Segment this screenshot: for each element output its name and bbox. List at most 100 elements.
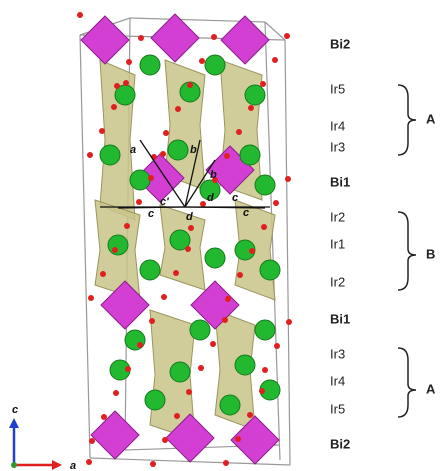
vector-label: a bbox=[130, 144, 136, 156]
layer-label: Bi1 bbox=[330, 174, 350, 189]
bi-atom bbox=[140, 260, 160, 280]
group-label: A bbox=[426, 381, 436, 396]
o-atom bbox=[259, 388, 265, 394]
bi-atom bbox=[260, 260, 280, 280]
o-atom bbox=[136, 199, 142, 205]
bi-octahedron bbox=[221, 16, 269, 64]
o-atom bbox=[162, 437, 168, 443]
vector-label: b bbox=[210, 169, 217, 181]
o-atom bbox=[175, 106, 181, 112]
cell-edge bbox=[285, 40, 290, 465]
layer-label: Ir3 bbox=[330, 139, 345, 154]
bi-atom bbox=[168, 140, 188, 160]
o-atom bbox=[100, 271, 106, 277]
o-atom bbox=[222, 317, 228, 323]
o-atom bbox=[236, 129, 242, 135]
o-atom bbox=[150, 461, 156, 467]
o-atom bbox=[200, 201, 206, 207]
axis-c-head bbox=[9, 418, 19, 428]
cell-edge bbox=[265, 22, 285, 40]
o-atom bbox=[262, 367, 268, 373]
brace bbox=[398, 85, 416, 155]
o-atom bbox=[285, 176, 291, 182]
o-atom bbox=[123, 80, 129, 86]
layer-label: Ir4 bbox=[330, 118, 345, 133]
bi-atom bbox=[100, 145, 120, 165]
o-atom bbox=[111, 104, 117, 110]
o-atom bbox=[188, 225, 194, 231]
o-atom bbox=[148, 175, 154, 181]
bi-atom bbox=[145, 390, 165, 410]
o-atom bbox=[237, 272, 243, 278]
vector-label: d bbox=[186, 211, 193, 223]
o-atom bbox=[223, 460, 229, 466]
o-atom bbox=[187, 82, 193, 88]
o-atom bbox=[163, 130, 169, 136]
o-atom bbox=[249, 248, 255, 254]
bi-atom bbox=[245, 85, 265, 105]
layer-label: Ir2 bbox=[330, 274, 345, 289]
o-atom bbox=[274, 343, 280, 349]
group-label: B bbox=[426, 246, 435, 261]
layer-label: Bi2 bbox=[330, 436, 350, 451]
o-atom bbox=[99, 128, 105, 134]
layer-label: Ir3 bbox=[330, 346, 345, 361]
o-atom bbox=[137, 342, 143, 348]
o-atom bbox=[87, 152, 93, 158]
o-atom bbox=[86, 459, 92, 465]
bi-atom bbox=[130, 170, 150, 190]
o-atom bbox=[149, 318, 155, 324]
o-atom bbox=[261, 224, 267, 230]
o-atom bbox=[198, 365, 204, 371]
bi-atom bbox=[170, 362, 190, 382]
bi-atom bbox=[108, 235, 128, 255]
axis-origin bbox=[11, 462, 17, 468]
bi-octahedron bbox=[81, 16, 129, 64]
o-atom bbox=[173, 270, 179, 276]
vector-label: c' bbox=[160, 196, 169, 208]
layer-label: Bi1 bbox=[330, 311, 350, 326]
cell-edge bbox=[80, 35, 90, 458]
layer-label: Ir5 bbox=[330, 81, 345, 96]
o-atom bbox=[138, 35, 144, 41]
bi-atom bbox=[255, 175, 275, 195]
o-atom bbox=[113, 390, 119, 396]
o-atom bbox=[174, 413, 180, 419]
o-atom bbox=[211, 34, 217, 40]
bi-atom bbox=[220, 395, 240, 415]
o-atom bbox=[160, 151, 166, 157]
o-atom bbox=[186, 389, 192, 395]
o-atom bbox=[247, 412, 253, 418]
axis-label: c bbox=[12, 404, 18, 416]
o-atom bbox=[224, 153, 230, 159]
o-atom bbox=[114, 83, 120, 89]
brace bbox=[398, 212, 416, 290]
figure: abbc'dccdcca Bi2Ir5Ir4Ir3Bi1Ir2Ir1Ir2Bi1… bbox=[0, 0, 442, 471]
layer-label: Ir4 bbox=[330, 373, 345, 388]
axis-a-head bbox=[52, 460, 62, 470]
o-atom bbox=[248, 105, 254, 111]
bi-atom bbox=[140, 55, 160, 75]
o-atom bbox=[199, 58, 205, 64]
o-atom bbox=[89, 438, 95, 444]
bi-atom bbox=[240, 145, 260, 165]
vector-label: d bbox=[207, 192, 214, 204]
o-atom bbox=[88, 295, 94, 301]
layer-label: Ir1 bbox=[330, 236, 345, 251]
axis-label: a bbox=[70, 460, 76, 471]
layer-labels: Bi2Ir5Ir4Ir3Bi1Ir2Ir1Ir2Bi1Ir3Ir4Ir5Bi2A… bbox=[330, 36, 436, 451]
o-atom bbox=[125, 366, 131, 372]
o-atom bbox=[272, 57, 278, 63]
bi-atom bbox=[255, 320, 275, 340]
layer-label: Ir2 bbox=[330, 209, 345, 224]
bi-atom bbox=[235, 355, 255, 375]
bi-octahedron bbox=[91, 411, 139, 459]
o-atom bbox=[124, 223, 130, 229]
o-atom bbox=[210, 341, 216, 347]
bi-atom bbox=[205, 55, 225, 75]
group-label: A bbox=[426, 111, 436, 126]
vector-label: c bbox=[243, 207, 249, 219]
o-atom bbox=[77, 12, 83, 18]
o-atom bbox=[185, 246, 191, 252]
